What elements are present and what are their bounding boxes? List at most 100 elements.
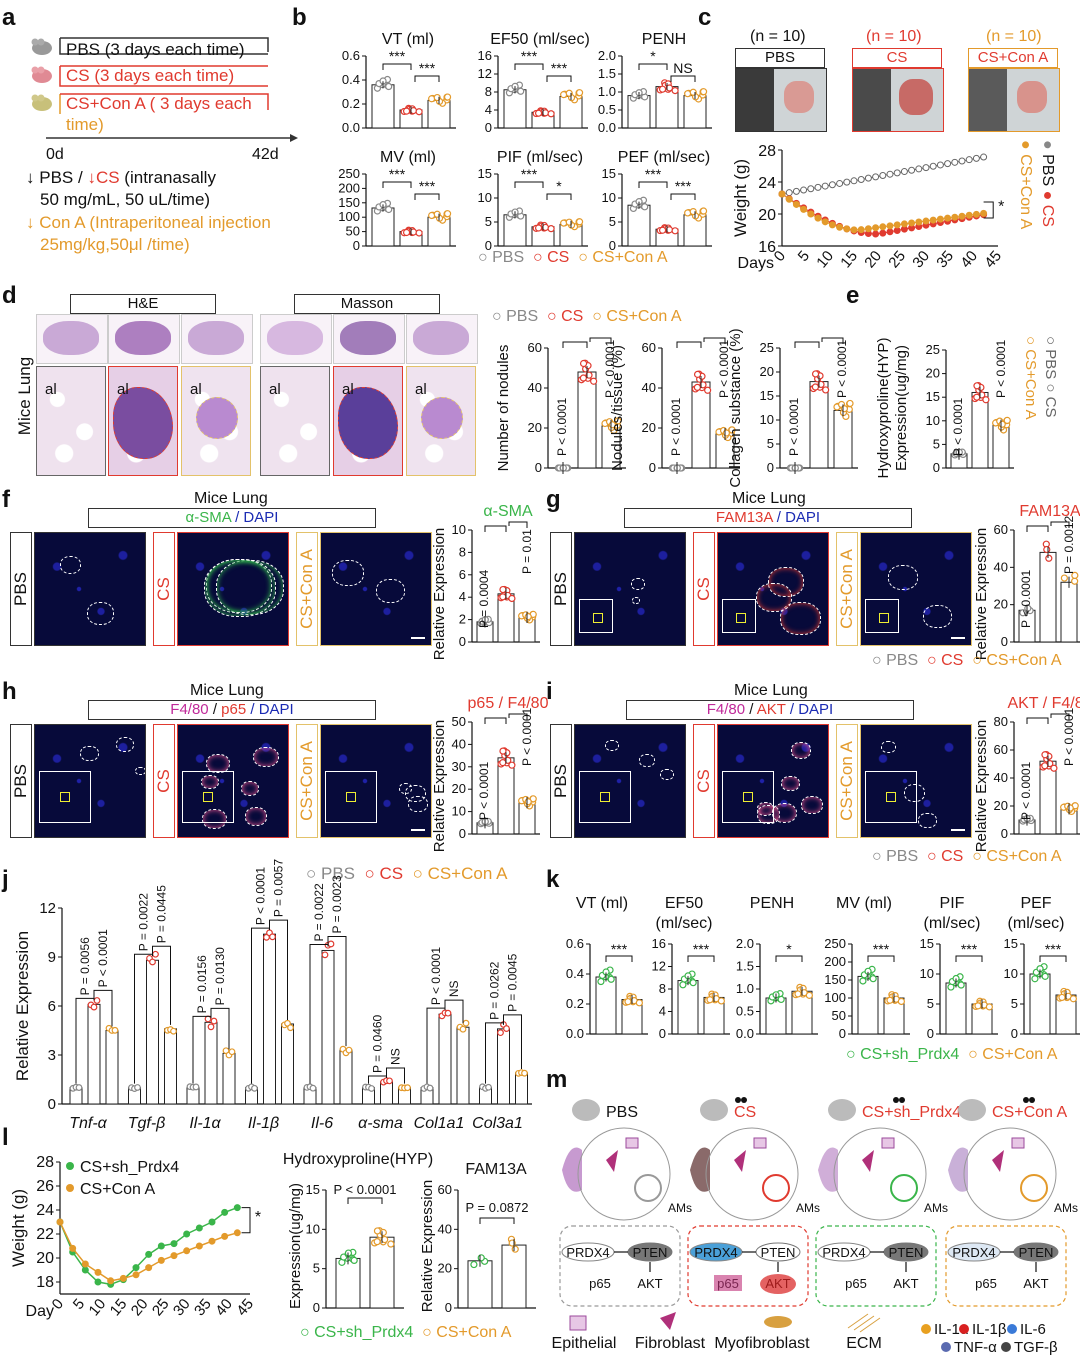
legend-item-pbs: ● PBS ● CS (1039, 140, 1056, 227)
panel-h-letter: h (2, 678, 17, 705)
roi-outline (780, 601, 821, 635)
data-point (886, 170, 894, 178)
fluorescence-image (860, 724, 972, 838)
cona-schedule-label: CS+Con A ( 3 days each (66, 94, 252, 113)
data-point (111, 1026, 119, 1034)
ams-label: AMs (668, 1201, 692, 1215)
note-line-1: ↓ PBS / ↓CS (intranasally (26, 168, 216, 187)
y-tick-label: 0 (485, 120, 492, 135)
significance-bracket (484, 525, 507, 532)
inset-marker (592, 612, 603, 623)
day-42-label: 42d (252, 146, 279, 163)
data-point (183, 1230, 191, 1238)
p-value-label: P < 0.0001 (603, 340, 617, 398)
lung-section-zoom: al (36, 366, 106, 476)
significance-bracket (1050, 521, 1070, 528)
data-point (428, 211, 436, 220)
data-point (350, 1256, 358, 1265)
data-point (821, 182, 829, 190)
lung-section-overview (108, 314, 180, 364)
data-point (327, 940, 335, 948)
mini-chart-0: VT (ml) 0.6 0.4 0.2 0.0 *** *** (342, 31, 456, 135)
data-point (1045, 554, 1053, 562)
chart-title: (ml/sec) (1008, 915, 1065, 932)
hyp-chart: Hydroxyproline(HYP) Expression(ug/mg) 25 20… (875, 338, 1014, 478)
p-value-label: P < 0.0001 (429, 947, 443, 1005)
data-point (869, 975, 877, 983)
nodule-chart-0: Number of nodules 60 40 20 0 P < 0.0001 P < 0.… (495, 337, 626, 475)
data-point (944, 214, 952, 222)
lung-photo (899, 79, 933, 115)
y-tick-label: 0 (839, 1026, 846, 1041)
note-line-3: ↓ Con A (Intraperitoneal injection (26, 213, 271, 232)
roi-outline (80, 745, 99, 762)
akt-active (760, 1274, 796, 1294)
panel-e-legend: ○ PBS ○ CS○ CS+Con A (1022, 336, 1059, 420)
data-point (693, 383, 701, 392)
significance-label: *** (419, 178, 436, 194)
data-point (415, 108, 423, 116)
y-tick-label: 24 (758, 175, 776, 192)
data-point (699, 88, 708, 96)
bar (945, 982, 967, 1035)
group-label-cscona: CS+Con A (296, 532, 318, 646)
data-point (893, 221, 901, 229)
epithelial-icon (753, 1137, 767, 1149)
cytokine-dot (959, 1324, 969, 1334)
y-tick-label: 25 (926, 342, 940, 357)
significance-bracket (508, 713, 528, 720)
p-value-label: P = 0.0045 (506, 953, 520, 1011)
lung-icon (818, 1147, 838, 1192)
significance-label: *** (419, 60, 436, 76)
panel-l-letter: l (2, 1124, 9, 1151)
y-tick-label: 60 (438, 1182, 452, 1197)
data-point (706, 996, 714, 1004)
alveoli-label: al (342, 381, 354, 398)
y-tick-label: 1.0 (598, 84, 616, 99)
significance-bracket (347, 1197, 383, 1204)
p-value-label: P < 0.0001 (835, 340, 849, 398)
data-point (1060, 574, 1068, 582)
data-point (1041, 751, 1049, 759)
data-point (805, 991, 813, 999)
p-value-label: P = 0.0156 (195, 955, 209, 1013)
y-tick-label: 1.5 (598, 66, 616, 81)
y-tick-label: 0 (927, 1026, 934, 1041)
lung-section-zoom: al (108, 366, 178, 476)
data-point (807, 210, 815, 218)
x-tick-label: 10 (86, 1296, 110, 1320)
data-point (269, 933, 276, 941)
data-point (208, 1237, 216, 1245)
data-point (426, 1084, 434, 1092)
data-point (477, 1254, 485, 1262)
chart-title: PEF (ml/sec) (618, 149, 710, 166)
significance-label: *** (645, 166, 662, 182)
data-point (207, 1023, 215, 1031)
nodule-chart-1: Nodules/tissue (%) 60 40 20 0 P < 0.0001 P < 0… (609, 337, 740, 475)
significance-bracket (479, 1217, 515, 1224)
significance-bracket (426, 1007, 446, 1084)
data-point (879, 172, 887, 180)
y-tick-label: 20 (994, 798, 1008, 813)
data-point (345, 1046, 353, 1054)
data-point (828, 181, 836, 189)
chart-title: Hydroxyproline(HYP) (283, 1151, 433, 1168)
y-axis-label: Relative Expression (973, 720, 990, 853)
data-point (287, 1024, 294, 1032)
mini-chart-2: PENH 2.0 1.5 1.0 0.5 0.0 * NS (598, 31, 712, 135)
significance-label: * (998, 199, 1004, 216)
p-value-label: P < 0.0001 (1019, 762, 1033, 820)
mouse-icon (828, 1099, 856, 1121)
y-axis-label: Expression(ug/mg) (287, 1183, 304, 1309)
expression-chart-1: FAM13A Relative Expression 60 40 20 0 P < 0.00… (973, 503, 1080, 660)
lung-section-zoom: al (181, 366, 251, 476)
data-point (982, 396, 990, 404)
y-axis-label: Relative Expression (431, 720, 448, 853)
bar (438, 1013, 452, 1105)
roi-outline (605, 740, 619, 752)
legend-marker (66, 1184, 74, 1192)
inset-marker (203, 792, 213, 802)
data-point (1024, 604, 1032, 612)
